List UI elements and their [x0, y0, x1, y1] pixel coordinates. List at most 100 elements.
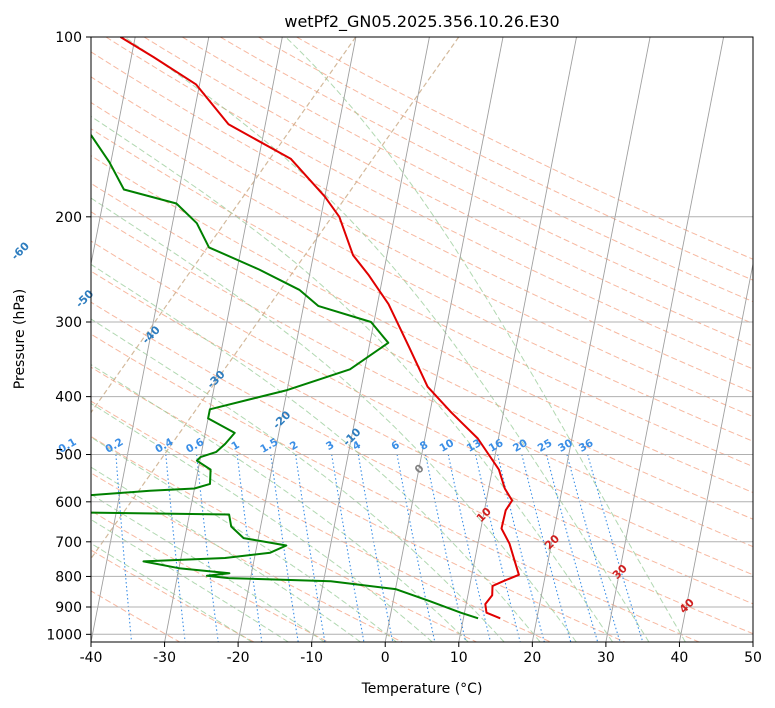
y-tick-label: 900 [55, 600, 82, 616]
mixing-ratio-label: 2 [288, 439, 300, 453]
dry-adiabat [91, 211, 753, 548]
dry-adiabat [91, 472, 403, 642]
dry-adiabat [258, 37, 753, 281]
moist-adiabat [285, 37, 686, 642]
plot-frame [90, 36, 754, 643]
dry-adiabat [91, 51, 753, 394]
x-tick-label: 50 [744, 650, 762, 666]
moist-adiabat [91, 115, 613, 642]
dry-adiabat [91, 128, 753, 468]
background-lines [91, 37, 753, 642]
moist-adiabat [91, 364, 469, 642]
mixing-ratio-line [165, 454, 186, 642]
mixing-ratio-label: 0.2 [103, 436, 125, 456]
y-tick-label: 800 [55, 569, 82, 585]
profiles [91, 37, 520, 620]
dry-adiabat [91, 155, 753, 494]
moist-adiabat [91, 402, 433, 642]
mixing-ratio-label: 3 [324, 439, 336, 453]
chart-title: wetPf2_GN05.2025.356.10.26.E30 [284, 12, 559, 32]
y-tick-label: 700 [55, 535, 82, 551]
mixing-ratio-line [566, 454, 621, 642]
line-labels: -100-90-80-70-60-50-40-30-20-10010203040… [9, 239, 697, 616]
dry-adiabat [91, 182, 753, 520]
moist-adiabat [91, 263, 541, 642]
mixing-ratio-line [357, 454, 394, 642]
mixing-ratio-label: 16 [487, 437, 506, 455]
mixing-ratio-label: 13 [465, 437, 484, 455]
y-axis-ticks: 100 200 300 400 500 600 700 800 900 1000 [46, 30, 91, 643]
isotherm-line [605, 37, 725, 642]
dry-adiabat [91, 240, 753, 576]
x-axis-ticks: -40 -30 -20 -10 0 10 20 30 40 50 [80, 642, 762, 666]
moist-adiabat [91, 197, 577, 642]
mixing-ratio-label: 0.6 [184, 436, 206, 456]
mixing-ratio-line [447, 454, 492, 642]
y-tick-label: 300 [55, 315, 82, 331]
mixing-ratio-label: 8 [418, 439, 430, 453]
dry-adiabat [105, 37, 753, 370]
reference-curve [91, 37, 460, 560]
moist-adiabat [124, 37, 650, 642]
isotherm-line [384, 37, 504, 642]
x-tick-label: 20 [523, 650, 541, 666]
dry-adiabat [143, 37, 753, 347]
x-tick-label: 30 [597, 650, 615, 666]
isotherm-line [237, 37, 357, 642]
x-tick-label: 10 [450, 650, 468, 666]
isotherm-line [531, 37, 651, 642]
mixing-ratio-label: 20 [511, 437, 530, 455]
dry-adiabat [91, 590, 180, 642]
x-axis-title: Temperature (°C) [361, 681, 483, 697]
mixing-ratio-line [425, 454, 467, 642]
isotherm-line [91, 37, 136, 267]
dry-adiabat [91, 76, 753, 418]
dry-adiabat [91, 270, 753, 605]
isotherm-line [458, 37, 577, 642]
y-tick-label: 200 [55, 210, 82, 226]
y-tick-label: 400 [55, 390, 82, 406]
mixing-ratio-label: 36 [577, 437, 596, 455]
reference-curve [91, 37, 357, 414]
mixing-ratio-line [587, 454, 644, 642]
mixing-ratio-line [396, 454, 436, 642]
isotherm-line [164, 37, 283, 642]
isotherm-label: -50 [73, 287, 96, 310]
mixing-ratio-line [331, 454, 365, 642]
dry-adiabat [91, 101, 753, 442]
x-tick-label: -30 [153, 650, 176, 666]
isotherm-label: -20 [270, 408, 293, 431]
dry-adiabat [91, 510, 329, 642]
mixing-ratio-line [236, 454, 263, 642]
x-tick-label: -20 [227, 650, 250, 666]
y-tick-label: 600 [55, 495, 82, 511]
x-tick-label: -10 [300, 650, 323, 666]
moist-adiabat [91, 493, 325, 642]
dewpoint-line [91, 134, 479, 620]
grid-lines [0, 37, 753, 642]
mixing-ratio-label: 6 [389, 439, 401, 453]
mixing-ratio-label: 0.4 [153, 436, 175, 456]
mixing-ratio-line [497, 454, 545, 642]
moist-adiabat [91, 542, 253, 642]
moist-adiabat [91, 466, 361, 642]
mixing-ratio-line [115, 454, 133, 642]
y-axis-title: Pressure (hPa) [12, 289, 28, 389]
moist-adiabat [91, 436, 397, 642]
y-tick-label: 1000 [46, 627, 82, 643]
mixing-ratio-label: 1.5 [258, 436, 280, 456]
mixing-ratio-label: 4 [351, 439, 363, 453]
x-tick-label: -40 [80, 650, 103, 666]
isotherm-line [311, 37, 430, 642]
isotherm-line [678, 261, 753, 642]
mixing-ratio-line [196, 454, 219, 642]
isotherm-line [0, 37, 62, 642]
isotherm-label: 30 [610, 562, 630, 582]
isotherm-line [752, 639, 753, 642]
mixing-ratio-line [295, 454, 326, 642]
dry-adiabat [220, 37, 753, 303]
dry-adiabat [91, 333, 700, 642]
isotherm-label: 40 [677, 596, 697, 616]
x-tick-label: 40 [671, 650, 689, 666]
